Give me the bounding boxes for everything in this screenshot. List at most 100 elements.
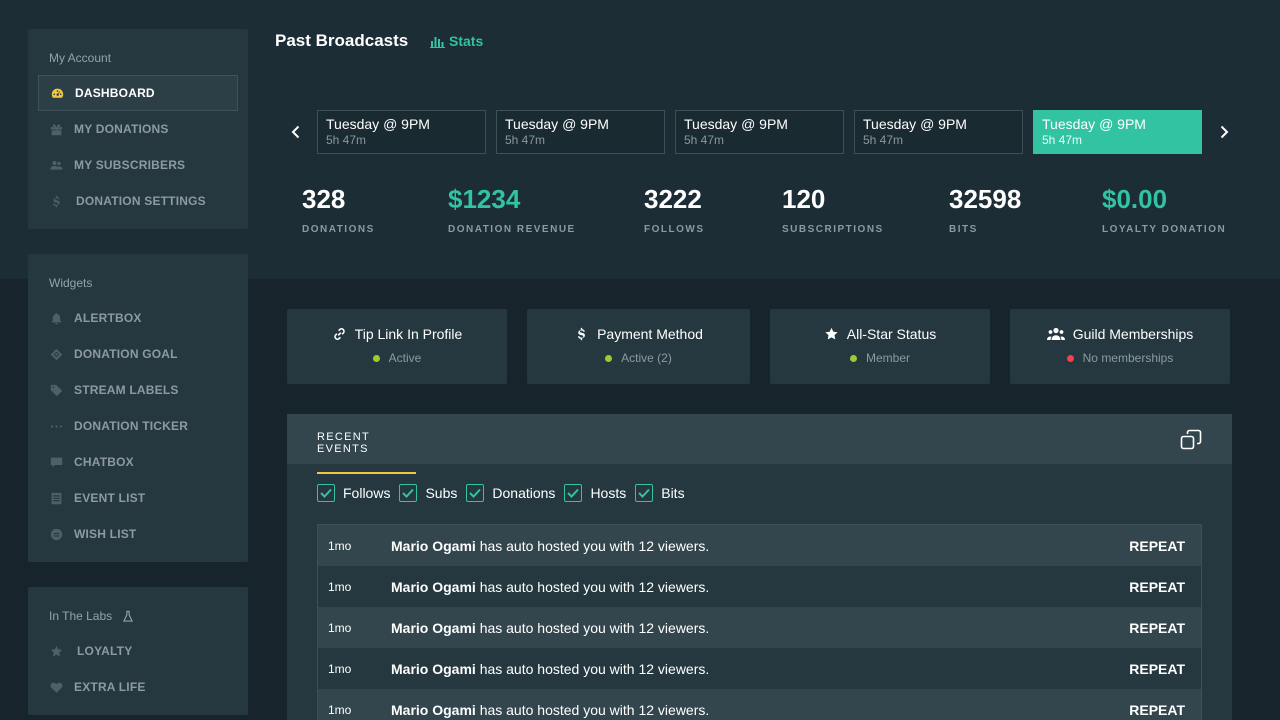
sidebar-item-label: DONATION SETTINGS: [76, 194, 206, 208]
sidebar-item-wish-list[interactable]: WISH LIST: [38, 516, 238, 552]
checkbox[interactable]: [399, 484, 418, 502]
flask-icon: [123, 610, 134, 622]
sidebar-item-donation-ticker[interactable]: DONATION TICKER: [38, 408, 238, 444]
broadcast-tab-selected[interactable]: Tuesday @ 9PM 5h 47m: [1033, 110, 1202, 154]
stat-value: $1234: [448, 184, 521, 214]
target-icon: [48, 346, 64, 362]
repeat-button[interactable]: REPEAT: [1129, 660, 1185, 677]
status-dot: [1066, 354, 1074, 362]
stat-loyalty-donation: $0.00 LOYALTY DONATION: [1102, 184, 1226, 235]
broadcast-title: Tuesday @ 9PM: [684, 116, 788, 132]
sidebar-item-chatbox[interactable]: CHATBOX: [38, 444, 238, 480]
broadcast-title: Tuesday @ 9PM: [505, 116, 609, 132]
broadcast-duration: 5h 47m: [326, 133, 367, 147]
popout-icon: [1180, 429, 1202, 450]
broadcast-tab[interactable]: Tuesday @ 9PM 5h 47m: [317, 110, 486, 154]
filter-subs[interactable]: Subs: [399, 484, 457, 502]
filter-hosts[interactable]: Hosts: [564, 484, 626, 502]
checkbox[interactable]: [466, 484, 485, 502]
sidebar-item-extra-life[interactable]: EXTRA LIFE: [38, 669, 238, 705]
repeat-button[interactable]: REPEAT: [1129, 578, 1185, 595]
broadcast-tab[interactable]: Tuesday @ 9PM 5h 47m: [854, 110, 1023, 154]
stats-link[interactable]: Stats: [430, 33, 483, 49]
tab-recent-events[interactable]: RECENT EVENTS: [317, 431, 416, 474]
check-icon: [320, 488, 332, 498]
dollar-icon: [577, 327, 585, 341]
card-guild-memberships[interactable]: Guild Memberships No memberships: [1010, 309, 1230, 384]
filter-label: Follows: [343, 485, 391, 501]
event-row: 1mo Mario Ogami has auto hosted you with…: [318, 525, 1201, 566]
broadcast-duration: 5h 47m: [505, 133, 546, 147]
gift-icon: [48, 121, 64, 137]
event-text: Mario Ogami has auto hosted you with 12 …: [391, 538, 709, 554]
sidebar-item-label: MY DONATIONS: [74, 122, 169, 136]
heart-icon: [48, 679, 64, 695]
repeat-button[interactable]: REPEAT: [1129, 537, 1185, 554]
card-all-star-status[interactable]: All-Star Status Member: [770, 309, 990, 384]
sidebar-item-label: EXTRA LIFE: [74, 680, 146, 694]
filter-follows[interactable]: Follows: [317, 484, 390, 502]
sidebar-item-donation-goal[interactable]: DONATION GOAL: [38, 336, 238, 372]
event-user: Mario Ogami: [391, 701, 476, 718]
checkbox[interactable]: [564, 484, 583, 502]
event-user: Mario Ogami: [391, 619, 476, 636]
broadcast-duration: 5h 47m: [1042, 133, 1083, 147]
sidebar-item-label: DONATION TICKER: [74, 419, 189, 433]
tag-icon: [48, 382, 64, 398]
filter-bits[interactable]: Bits: [635, 484, 685, 502]
stat-bits: 32598 BITS: [949, 184, 1021, 235]
sidebar-item-stream-labels[interactable]: STREAM LABELS: [38, 372, 238, 408]
sidebar-item-label: MY SUBSCRIBERS: [74, 158, 186, 172]
sidebar-item-loyalty[interactable]: LOYALTY: [38, 633, 238, 669]
sidebar-item-label: LOYALTY: [77, 644, 133, 658]
link-icon: [333, 328, 345, 340]
sidebar-item-my-subscribers[interactable]: MY SUBSCRIBERS: [38, 147, 238, 183]
check-icon: [402, 488, 415, 498]
popout-button[interactable]: [1180, 429, 1202, 451]
check-icon: [567, 488, 580, 498]
sidebar-item-donation-settings[interactable]: DONATION SETTINGS: [38, 183, 238, 219]
filter-label: Donations: [492, 485, 556, 501]
sidebar-heading: In The Labs: [49, 609, 134, 623]
stat-value: $0.00: [1102, 184, 1168, 214]
stats-link-label: Stats: [449, 33, 484, 49]
card-tip-link[interactable]: Tip Link In Profile Active: [287, 309, 507, 384]
broadcast-tab[interactable]: Tuesday @ 9PM 5h 47m: [675, 110, 844, 154]
broadcast-duration: 5h 47m: [684, 133, 725, 147]
sidebar-widgets-panel: Widgets ALERTBOX DONATION GOAL STREAM LA…: [28, 254, 248, 562]
page-title: Past Broadcasts: [275, 31, 409, 50]
event-message: has auto hosted you with 12 viewers.: [479, 660, 710, 677]
next-arrow-button[interactable]: [1212, 118, 1236, 146]
users-icon: [48, 157, 64, 173]
ellipsis-icon: [48, 418, 64, 434]
checkbox[interactable]: [635, 484, 654, 502]
event-time: 1mo: [328, 702, 352, 717]
sidebar-item-event-list[interactable]: EVENT LIST: [38, 480, 238, 516]
sidebar-item-my-donations[interactable]: MY DONATIONS: [38, 111, 238, 147]
bell-icon: [48, 310, 64, 326]
stat-value: 120: [782, 184, 826, 214]
sidebar-account-panel: My Account DASHBOARD MY DONATIONS MY SUB…: [28, 29, 248, 229]
star-icon: [48, 643, 64, 659]
filter-label: Hosts: [590, 485, 627, 501]
stat-label: BITS: [949, 224, 978, 235]
recent-events-header: RECENT EVENTS: [287, 414, 1232, 474]
sidebar-item-label: STREAM LABELS: [74, 383, 179, 397]
event-text: Mario Ogami has auto hosted you with 12 …: [391, 702, 709, 718]
card-title: Guild Memberships: [1072, 326, 1194, 342]
event-time: 1mo: [328, 538, 352, 553]
broadcast-tab[interactable]: Tuesday @ 9PM 5h 47m: [496, 110, 665, 154]
repeat-button[interactable]: REPEAT: [1129, 619, 1185, 636]
checkbox[interactable]: [317, 484, 335, 502]
repeat-button[interactable]: REPEAT: [1129, 701, 1185, 718]
event-row: 1mo Mario Ogami has auto hosted you with…: [318, 648, 1201, 689]
prev-arrow-button[interactable]: [283, 118, 307, 146]
sidebar-heading: Widgets: [49, 276, 93, 290]
event-time: 1mo: [328, 579, 352, 594]
filter-donations[interactable]: Donations: [466, 484, 555, 502]
sidebar-item-alertbox[interactable]: ALERTBOX: [38, 300, 238, 336]
card-status: Member: [865, 351, 910, 365]
card-payment-method[interactable]: Payment Method Active (2): [527, 309, 750, 384]
star-icon: [825, 327, 838, 340]
sidebar-item-dashboard[interactable]: DASHBOARD: [38, 75, 238, 111]
